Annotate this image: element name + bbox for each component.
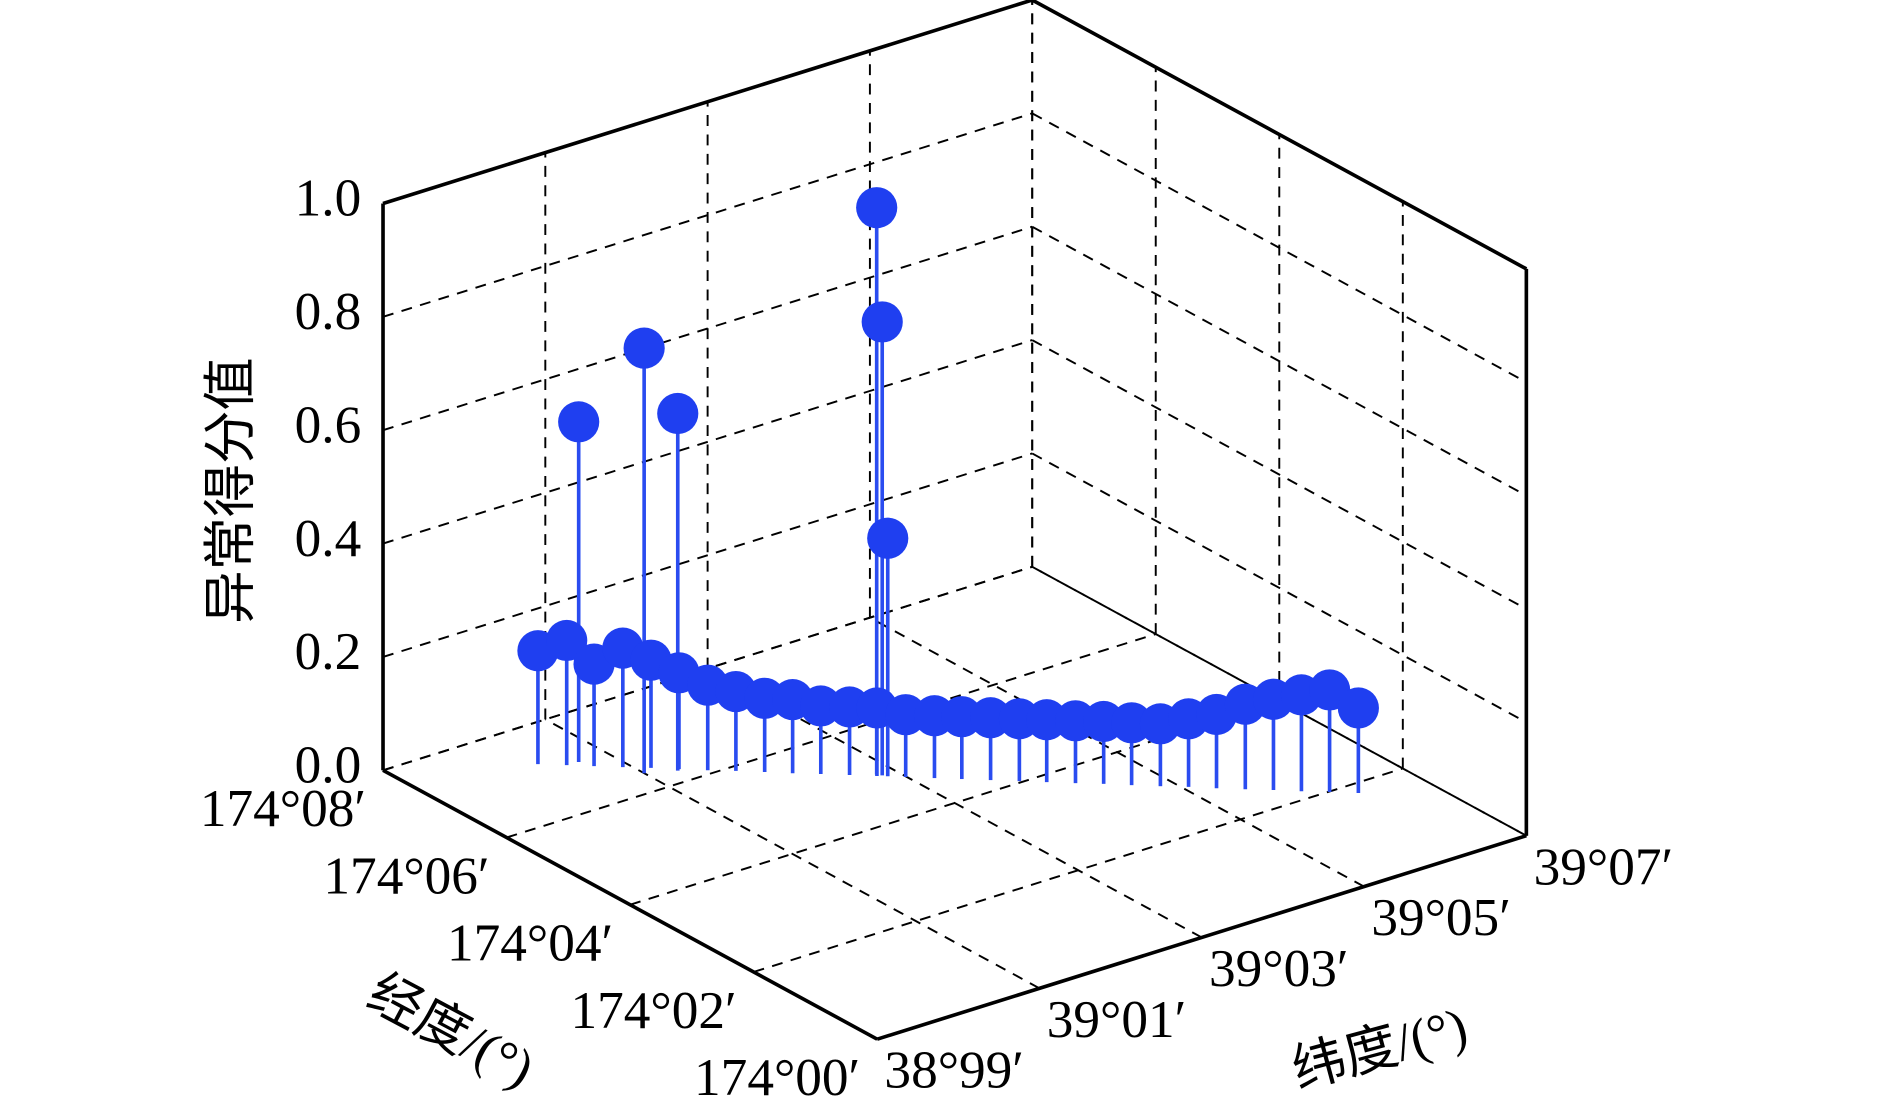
marker [861, 301, 903, 343]
marker [657, 392, 699, 435]
x-tick-label: 174°08′ [200, 779, 366, 838]
marker [941, 696, 983, 738]
grid-line [1031, 452, 1527, 724]
marker [546, 619, 588, 662]
z-tick-label: 0.8 [295, 282, 362, 341]
grid-line [1031, 339, 1527, 610]
z-tick-label: 0.6 [295, 395, 362, 454]
x-tick-label: 174°06′ [323, 846, 489, 905]
marker [623, 327, 665, 369]
y-tick-label: 39°05′ [1371, 888, 1511, 947]
y-tick-label: 39°01′ [1047, 990, 1187, 1049]
marker [1337, 687, 1379, 729]
x-tick-label: 174°04′ [447, 914, 613, 973]
marker [1026, 699, 1068, 741]
z-tick-label: 0.0 [295, 736, 362, 795]
grid-line [544, 718, 1040, 990]
grid-line [506, 633, 1157, 839]
marker [1111, 702, 1153, 744]
y-axis-label: 纬度/(°) [1286, 997, 1473, 1100]
box-edge [382, 768, 879, 1041]
marker [558, 401, 600, 443]
z-axis-label: 异常得分值 [202, 357, 261, 623]
box-edge [876, 833, 1527, 1041]
box-edge [1031, 0, 1528, 271]
z-tick-label: 0.2 [295, 622, 362, 681]
marker [885, 694, 927, 736]
z-tick-label: 1.0 [295, 169, 362, 228]
marker [800, 685, 842, 727]
grid-line [382, 452, 1033, 658]
marker [970, 697, 1012, 739]
grid-line [753, 767, 1404, 973]
x-tick-label: 174°02′ [571, 981, 737, 1040]
y-tick-label: 38°99′ [884, 1041, 1024, 1100]
box-edge [382, 0, 1033, 206]
y-tick-label: 39°03′ [1209, 939, 1349, 998]
x-axis-label: 经度/(°) [358, 963, 543, 1099]
z-tick-label: 0.4 [295, 509, 362, 568]
marker [867, 517, 909, 559]
grid-line [382, 339, 1033, 545]
marker [856, 187, 898, 229]
y-tick-label: 39°07′ [1534, 837, 1674, 896]
x-tick-label: 174°00′ [694, 1048, 860, 1107]
